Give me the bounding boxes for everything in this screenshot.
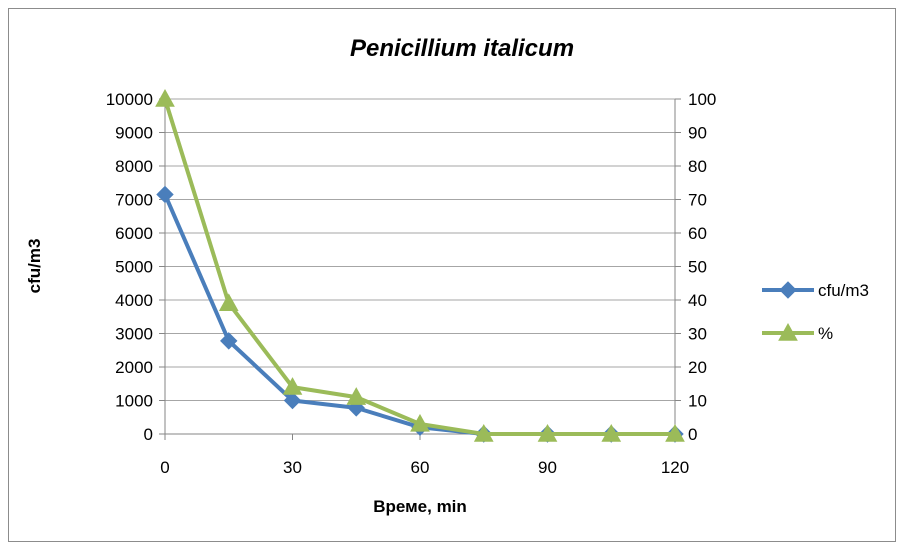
data-point	[155, 88, 175, 107]
right-tick-label: 10	[688, 392, 707, 411]
chart-frame	[8, 8, 896, 542]
data-point	[218, 293, 239, 312]
left-tick-label: 8000	[115, 157, 153, 176]
legend-label: %	[818, 324, 833, 343]
data-point	[220, 332, 238, 350]
right-tick-label: 0	[688, 425, 697, 444]
x-axis-label: Време, min	[373, 497, 467, 516]
left-tick-label: 9000	[115, 124, 153, 143]
data-point	[665, 423, 685, 442]
right-tick-label: 50	[688, 258, 707, 277]
series-line	[163, 193, 675, 436]
left-tick-label: 5000	[115, 258, 153, 277]
right-tick-label: 60	[688, 224, 707, 243]
data-point	[346, 387, 367, 405]
grid	[159, 98, 681, 440]
data-point	[601, 423, 622, 442]
right-tick-label: 20	[688, 358, 707, 377]
left-tick-label: 4000	[115, 291, 153, 310]
right-tick-label: 80	[688, 157, 707, 176]
left-tick-label: 10000	[106, 90, 153, 109]
diamond-marker-icon	[779, 281, 797, 299]
legend-item: cfu/m3	[762, 281, 869, 300]
right-axis-ticks: 0 10 20 30 40 50 60 70 80 90 100	[688, 90, 716, 444]
x-tick-label: 120	[661, 458, 689, 477]
legend-label: cfu/m3	[818, 281, 869, 300]
data-point	[156, 185, 174, 204]
y-axis-label: cfu/m3	[25, 239, 44, 294]
right-tick-label: 100	[688, 90, 716, 109]
data-point	[473, 423, 494, 442]
x-axis-ticks: 0 30 60 90 120	[160, 458, 689, 477]
x-tick-label: 0	[160, 458, 169, 477]
left-tick-label: 7000	[115, 191, 153, 210]
left-axis-ticks: 0 1000 2000 3000 4000 5000 6000 7000 8000 9000 100…	[106, 90, 153, 444]
data-point	[282, 377, 303, 395]
right-tick-label: 90	[688, 124, 707, 143]
left-tick-label: 1000	[115, 392, 153, 411]
data-point	[537, 423, 558, 442]
data-point	[283, 391, 302, 410]
x-tick-label: 60	[411, 458, 430, 477]
triangle-marker-icon	[778, 322, 798, 341]
right-tick-label: 70	[688, 191, 707, 210]
x-tick-label: 90	[538, 458, 557, 477]
left-tick-label: 3000	[115, 325, 153, 344]
x-tick-label: 30	[283, 458, 302, 477]
legend-item: %	[762, 322, 833, 343]
data-point	[410, 413, 430, 432]
series-layer	[155, 88, 685, 443]
left-tick-label: 0	[144, 425, 153, 444]
left-tick-label: 6000	[115, 224, 153, 243]
chart-title: Penicillium italicum	[350, 35, 574, 62]
series-percent	[155, 88, 685, 442]
right-tick-label: 40	[688, 291, 707, 310]
left-tick-label: 2000	[115, 358, 153, 377]
legend: cfu/m3%	[762, 281, 869, 343]
right-tick-label: 30	[688, 325, 707, 344]
